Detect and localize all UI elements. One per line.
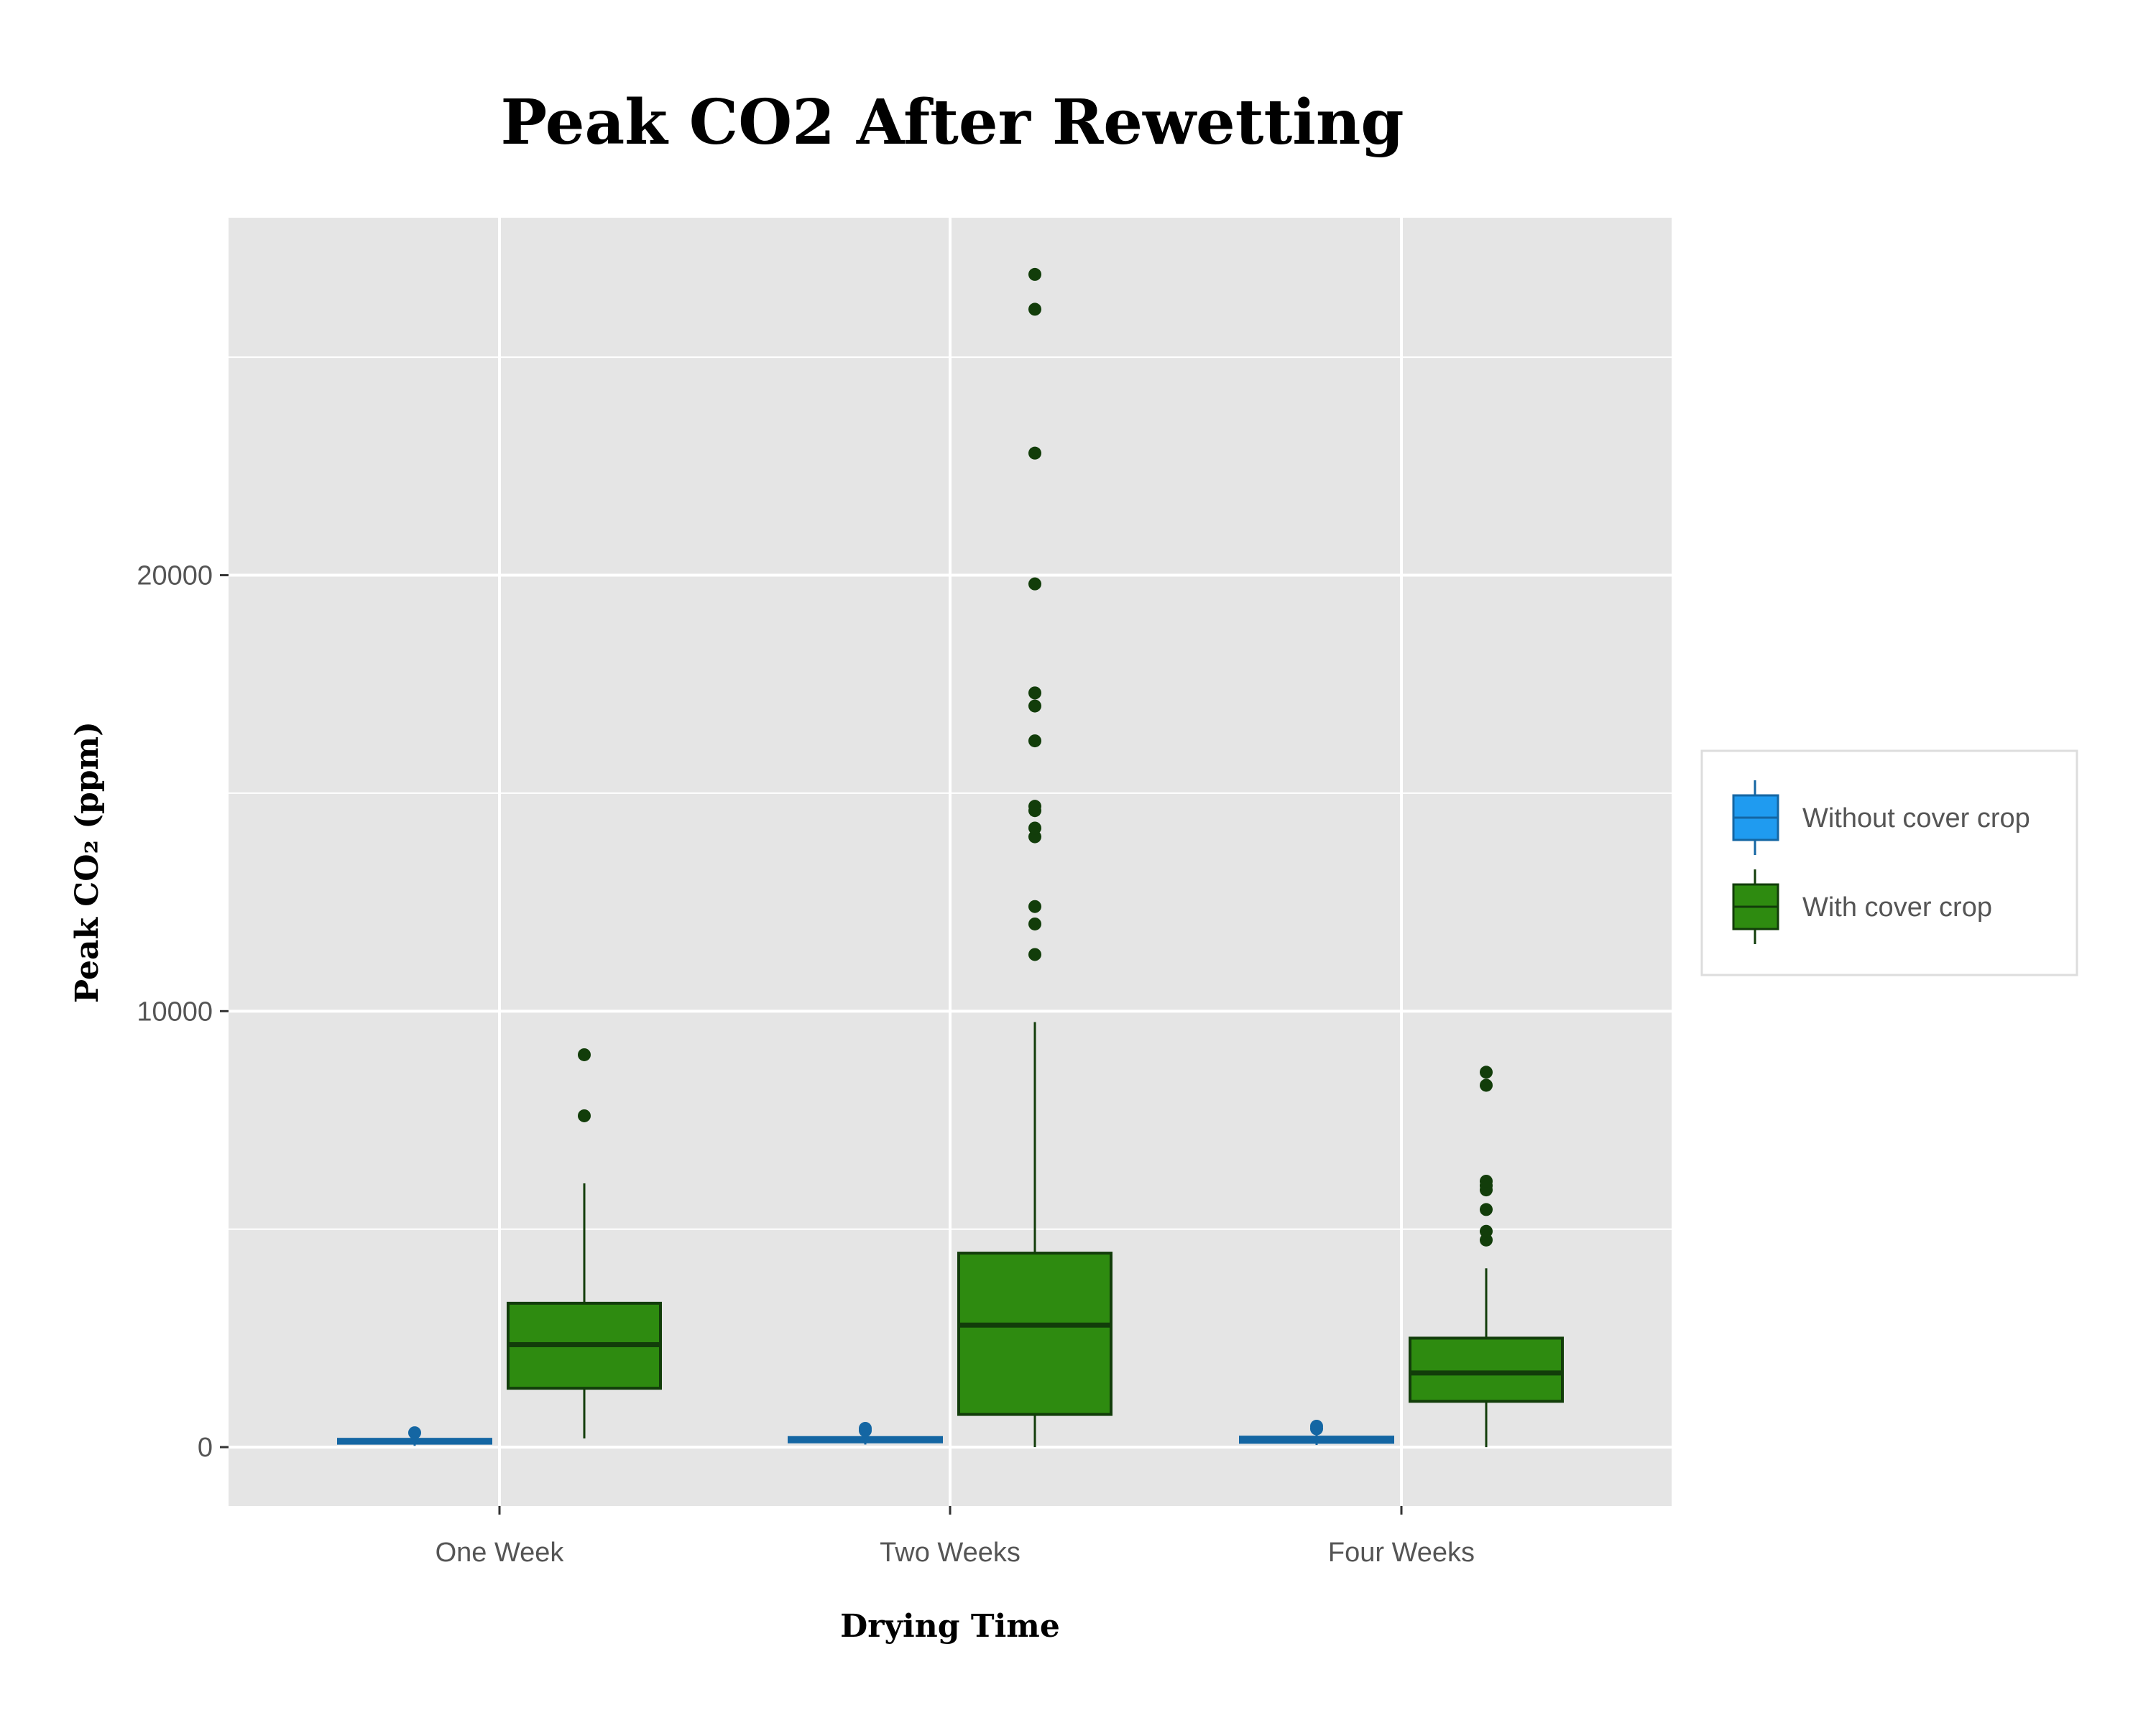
- box-iqr: [1409, 1336, 1564, 1403]
- outlier-point: [1480, 1078, 1493, 1092]
- box-group: [788, 1421, 943, 1445]
- outlier-point: [1480, 1174, 1493, 1188]
- outlier-point: [1028, 699, 1041, 713]
- legend-item: With cover crop: [1732, 869, 1992, 944]
- outlier-point: [1028, 821, 1041, 835]
- outlier-point: [1028, 446, 1041, 460]
- legend-label: With cover crop: [1802, 892, 1992, 923]
- legend-label: Without cover crop: [1802, 803, 2030, 833]
- outlier-point: [578, 1109, 591, 1122]
- axis-layer: 0 10000 20000 One Week Two Weeks Four Weeks: [137, 561, 1475, 1568]
- x-tick-label: Four Weeks: [1328, 1538, 1475, 1568]
- outlier-point: [1028, 686, 1041, 700]
- outlier-point: [1480, 1203, 1493, 1216]
- y-tick-label: 10000: [137, 997, 213, 1027]
- box-group: [337, 1426, 492, 1446]
- outlier-point: [1028, 734, 1041, 748]
- outlier-point: [1028, 917, 1041, 930]
- legend-frame: [1700, 749, 2078, 976]
- legend-items: Without cover crop With cover crop: [1732, 780, 2030, 944]
- legend: Without cover crop With cover crop: [1700, 749, 2078, 976]
- box-group: [1409, 1066, 1564, 1448]
- outlier-point: [1028, 267, 1041, 281]
- chart-title: Peak CO2 After Rewetting: [500, 86, 1404, 159]
- outlier-point: [1028, 577, 1041, 591]
- outlier-point: [1310, 1419, 1323, 1433]
- x-tick-label: One Week: [436, 1538, 565, 1568]
- grid-lines: [229, 218, 1672, 1506]
- box-group: [957, 267, 1112, 1448]
- box-iqr: [957, 1252, 1112, 1416]
- box-group: [1239, 1419, 1394, 1446]
- outlier-point: [1480, 1224, 1493, 1238]
- box-group: [507, 1048, 662, 1438]
- x-tick-label: Two Weeks: [880, 1538, 1021, 1568]
- outlier-point: [1480, 1066, 1493, 1079]
- outlier-point: [1028, 948, 1041, 961]
- outlier-point: [1028, 302, 1041, 316]
- outlier-point: [859, 1421, 872, 1435]
- box-layer: [337, 267, 1564, 1448]
- outlier-point: [578, 1048, 591, 1061]
- outlier-point: [1028, 900, 1041, 913]
- outlier-point: [1028, 800, 1041, 813]
- legend-item: Without cover crop: [1732, 780, 2030, 855]
- y-tick-label: 0: [198, 1433, 213, 1463]
- y-axis-title: Peak CO₂ (ppm): [69, 721, 106, 1003]
- x-axis-title: Drying Time: [840, 1608, 1060, 1645]
- y-tick-label: 20000: [137, 561, 213, 591]
- outlier-point: [408, 1426, 421, 1440]
